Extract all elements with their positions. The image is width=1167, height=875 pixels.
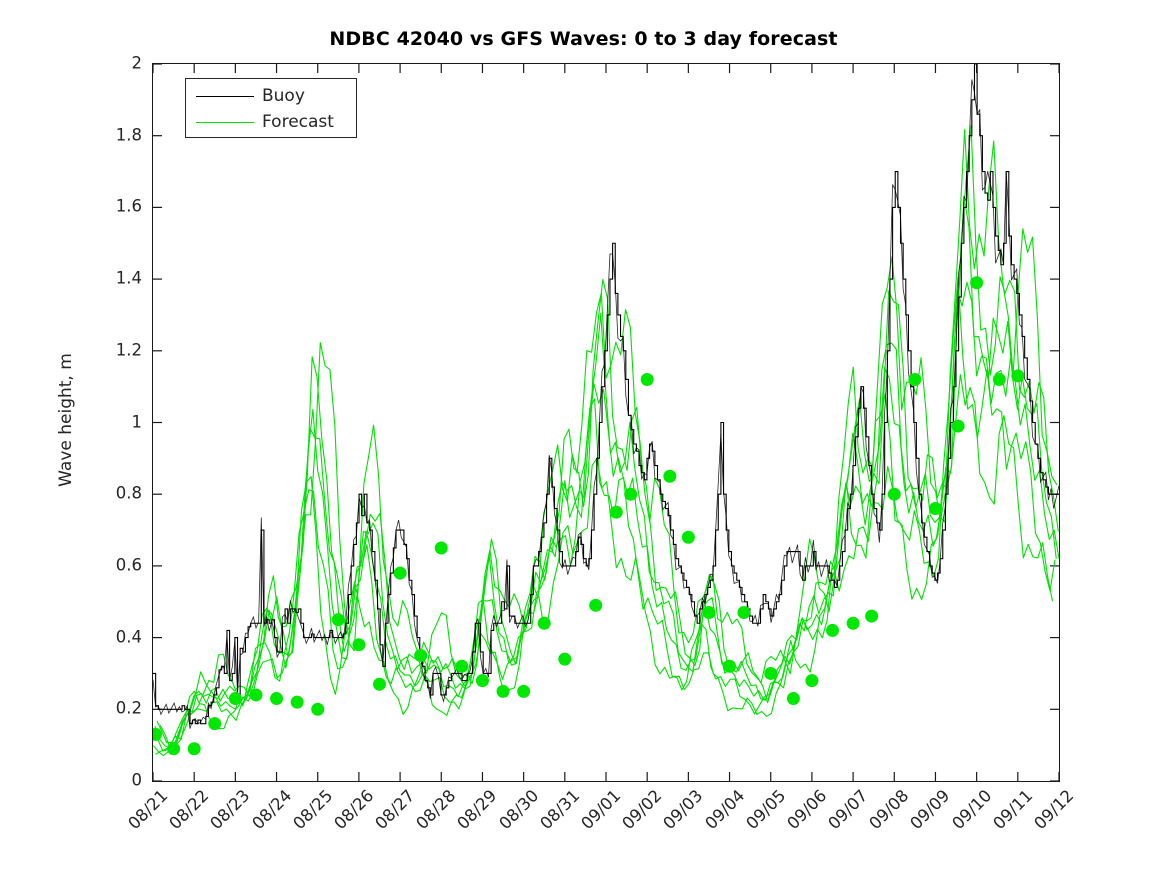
x-tick-label: 08/29 bbox=[453, 786, 501, 834]
x-tick-label: 09/08 bbox=[865, 786, 913, 834]
x-tick-label: 09/10 bbox=[947, 786, 996, 834]
x-tick-label: 09/03 bbox=[659, 786, 707, 834]
x-tick-label: 08/26 bbox=[330, 786, 378, 834]
plot-svg bbox=[153, 64, 1059, 781]
forecast-series-markers bbox=[153, 276, 1025, 756]
x-tick-label: 09/02 bbox=[618, 786, 666, 834]
y-tick-label: 0.6 bbox=[115, 555, 142, 575]
legend-line-forecast bbox=[196, 121, 254, 123]
x-tick-label: 09/04 bbox=[700, 786, 748, 834]
y-tick-label: 1.6 bbox=[115, 196, 142, 216]
legend-item-buoy[interactable]: Buoy bbox=[186, 83, 358, 109]
x-tick-label: 09/11 bbox=[989, 786, 1037, 834]
chart-title: NDBC 42040 vs GFS Waves: 0 to 3 day fore… bbox=[329, 28, 838, 50]
x-tick-label: 08/27 bbox=[371, 786, 419, 834]
x-tick-label: 08/22 bbox=[165, 786, 213, 834]
x-tick-label: 09/09 bbox=[906, 786, 954, 834]
y-tick-label: 0 bbox=[131, 770, 143, 790]
legend-item-forecast[interactable]: Forecast bbox=[186, 109, 358, 135]
x-tick-label: 08/30 bbox=[494, 786, 543, 834]
x-tick-label: 09/05 bbox=[742, 786, 790, 834]
y-tick-label: 0.4 bbox=[115, 627, 142, 647]
y-tick-label: 1.4 bbox=[115, 268, 142, 288]
x-tick-label: 09/01 bbox=[577, 786, 625, 834]
legend-label-buoy: Buoy bbox=[262, 86, 305, 106]
x-tick-label: 08/23 bbox=[206, 786, 254, 834]
forecast-series-lines bbox=[153, 125, 1059, 757]
x-tick-label: 09/07 bbox=[824, 786, 872, 834]
y-tick-label: 1 bbox=[131, 412, 143, 431]
x-tick-label: 09/06 bbox=[783, 786, 831, 834]
x-tick-label: 09/12 bbox=[1030, 786, 1078, 834]
y-tick-label: 0.2 bbox=[115, 698, 142, 718]
x-tick-label: 08/24 bbox=[247, 786, 295, 834]
x-axis-ticks bbox=[153, 64, 1059, 781]
legend-label-forecast: Forecast bbox=[262, 112, 334, 132]
x-tick-label: 08/25 bbox=[289, 786, 337, 834]
y-axis-label: Wave height, m bbox=[56, 353, 76, 487]
y-axis-ticks bbox=[153, 64, 1059, 781]
y-tick-label: 2 bbox=[131, 53, 143, 73]
x-tick-label: 08/21 bbox=[124, 786, 172, 834]
x-axis-tick-labels: 08/21 08/22 08/23 08/24 08/25 08/26 08/27 08/28… bbox=[124, 780, 1077, 875]
legend-line-buoy bbox=[196, 95, 254, 97]
x-tick-label: 08/31 bbox=[536, 786, 584, 834]
x-tick-label: 08/28 bbox=[412, 786, 460, 834]
y-tick-label: 0.8 bbox=[115, 483, 142, 503]
buoy-series-line bbox=[153, 64, 1059, 729]
y-axis-tick-labels: 0 0.2 0.4 0.6 0.8 1 1.2 1.4 1.6 1.8 2 bbox=[78, 54, 143, 790]
chart-legend[interactable]: Buoy Forecast bbox=[185, 78, 357, 138]
y-tick-label: 1.8 bbox=[115, 125, 142, 145]
y-tick-label: 1.2 bbox=[115, 340, 142, 360]
plot-area: Buoy Forecast bbox=[152, 63, 1060, 782]
